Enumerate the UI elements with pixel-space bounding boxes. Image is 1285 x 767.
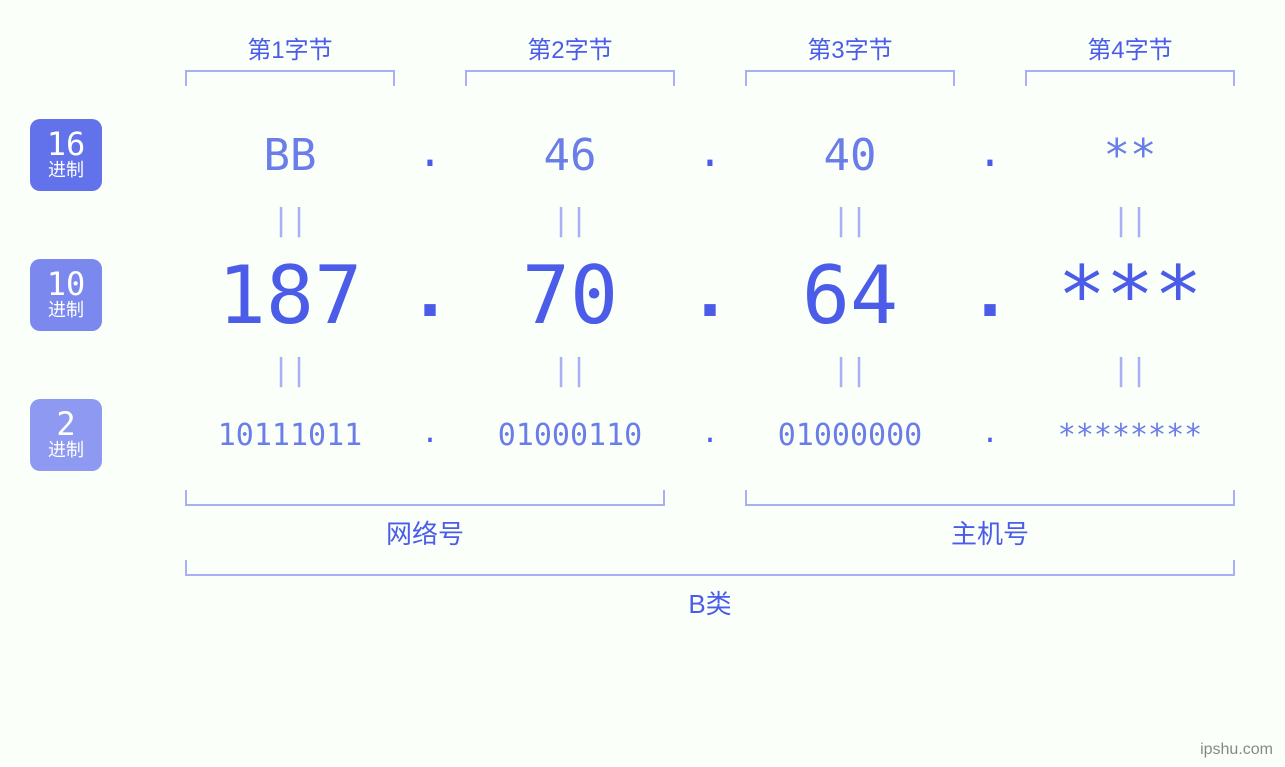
bracket-top-4 [1025, 70, 1235, 86]
eq-1-1: || [175, 203, 405, 238]
dec-val-2: 70 [455, 249, 685, 342]
dec-row: 10 进制 187 . 70 . 64 . *** [30, 240, 1260, 350]
base-suffix-16: 进制 [48, 160, 84, 182]
equals-row-1: || || || || [175, 200, 1260, 240]
hex-val-3: 40 [735, 130, 965, 181]
eq-2-4: || [1015, 353, 1245, 388]
label-class: B类 [185, 584, 1235, 621]
byte-header-2: 第2字节 [455, 30, 685, 65]
bottom-groups: 网络号 主机号 B类 [175, 480, 1260, 630]
bin-dot-1: . [405, 418, 455, 452]
watermark: ipshu.com [1200, 741, 1273, 759]
hex-val-1: BB [175, 130, 405, 181]
bracket-host [745, 490, 1235, 506]
byte-header-4: 第4字节 [1015, 30, 1245, 65]
equals-row-2: || || || || [175, 350, 1260, 390]
bracket-top-2 [465, 70, 675, 86]
hex-dot-2: . [685, 130, 735, 180]
bin-val-3: 01000000 [735, 418, 965, 453]
hex-val-4: ** [1015, 130, 1245, 181]
byte-headers-row: 第1字节 第2字节 第3字节 第4字节 [175, 30, 1260, 110]
base-label-10: 10 进制 [30, 259, 102, 331]
eq-1-2: || [455, 203, 685, 238]
dec-val-1: 187 [175, 249, 405, 342]
dec-dot-2: . [685, 250, 735, 341]
bin-val-1: 10111011 [175, 418, 405, 453]
bin-row: 2 进制 10111011 . 01000110 . 01000000 . **… [30, 390, 1260, 480]
bracket-top-3 [745, 70, 955, 86]
base-label-16: 16 进制 [30, 119, 102, 191]
base-label-2: 2 进制 [30, 399, 102, 471]
base-suffix-10: 进制 [48, 300, 84, 322]
bin-val-4: ******** [1015, 418, 1245, 453]
byte-header-3: 第3字节 [735, 30, 965, 65]
eq-2-3: || [735, 353, 965, 388]
base-suffix-2: 进制 [48, 440, 84, 462]
bracket-class [185, 560, 1235, 576]
bracket-top-1 [185, 70, 395, 86]
eq-1-3: || [735, 203, 965, 238]
bin-dot-2: . [685, 418, 735, 452]
hex-dot-3: . [965, 130, 1015, 180]
label-network: 网络号 [185, 514, 665, 551]
eq-2-2: || [455, 353, 685, 388]
base-num-16: 16 [47, 128, 86, 160]
hex-val-2: 46 [455, 130, 685, 181]
base-num-2: 2 [56, 408, 75, 440]
bracket-network [185, 490, 665, 506]
eq-1-4: || [1015, 203, 1245, 238]
bin-dot-3: . [965, 418, 1015, 452]
bin-val-2: 01000110 [455, 418, 685, 453]
dec-val-3: 64 [735, 249, 965, 342]
byte-header-1: 第1字节 [175, 30, 405, 65]
hex-dot-1: . [405, 130, 455, 180]
base-num-10: 10 [47, 268, 86, 300]
hex-row: 16 进制 BB . 46 . 40 . ** [30, 110, 1260, 200]
dec-val-4: *** [1015, 249, 1245, 342]
dec-dot-3: . [965, 250, 1015, 341]
eq-2-1: || [175, 353, 405, 388]
dec-dot-1: . [405, 250, 455, 341]
label-host: 主机号 [745, 514, 1235, 551]
